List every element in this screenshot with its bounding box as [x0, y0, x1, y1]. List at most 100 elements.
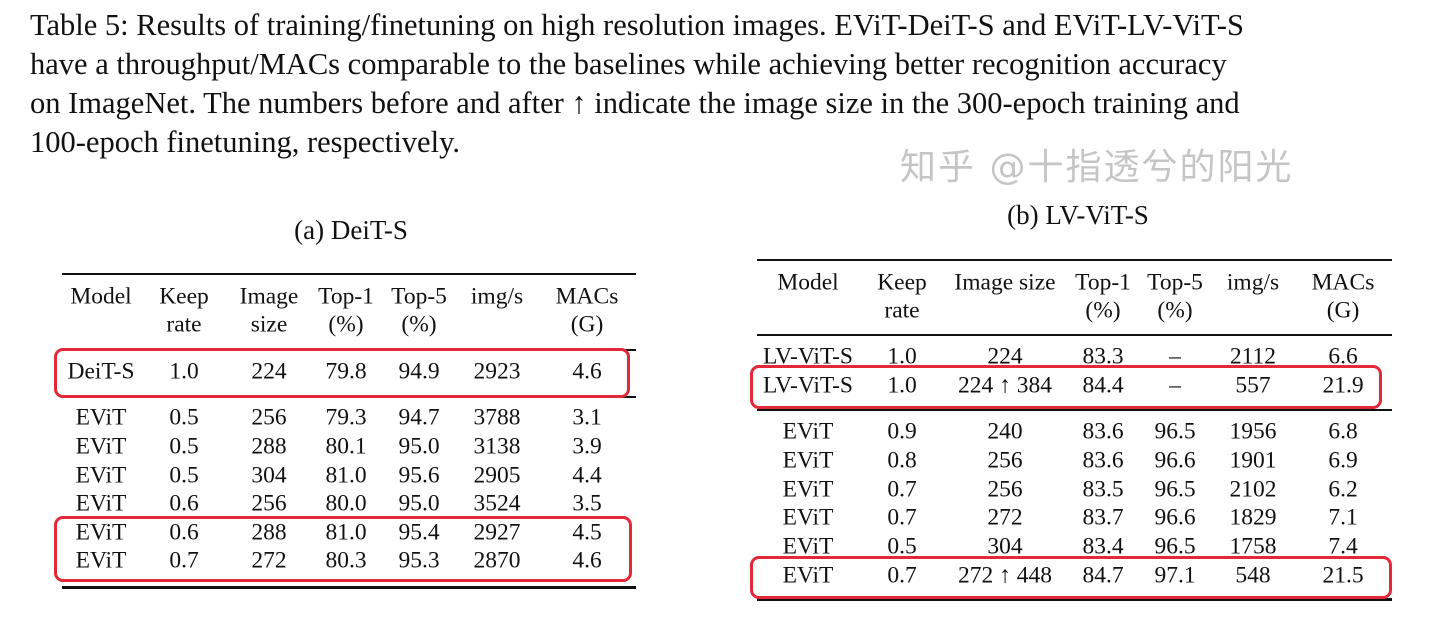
table-cell: 95.6: [398, 462, 440, 489]
table-cell: 548: [1235, 562, 1271, 589]
table-cell: 83.7: [1082, 504, 1124, 531]
column-header-sub: rate: [166, 311, 202, 338]
table-cell: 2923: [473, 358, 521, 385]
table-cell: 0.5: [169, 404, 199, 431]
column-header: Keep: [877, 269, 927, 296]
table-cell: EViT: [75, 547, 127, 574]
table-cell: 272: [987, 504, 1023, 531]
table-cell: 1901: [1229, 447, 1277, 474]
table-cell: 94.7: [398, 404, 440, 431]
column-header: Top-5: [1147, 269, 1203, 296]
table-cell: 0.5: [169, 433, 199, 460]
table-cell: 0.7: [887, 504, 917, 531]
table-cell: 2112: [1229, 343, 1277, 370]
column-header: Top-1: [1075, 269, 1131, 296]
subtable-title-deit: (a) DeiT-S: [294, 215, 408, 245]
table-cell: 224: [987, 343, 1023, 370]
table-cell: 80.0: [325, 490, 367, 517]
table-cell: 96.6: [1154, 504, 1196, 531]
column-header: Image size: [954, 269, 1056, 296]
table-cell: LV-ViT-S: [762, 372, 854, 399]
table-cell: EViT: [782, 562, 834, 589]
column-header: Top-1: [318, 283, 374, 310]
column-header-sub: size: [250, 311, 288, 338]
table-cell: 6.2: [1328, 476, 1358, 503]
table-cell: 3788: [473, 404, 521, 431]
table-cell: 7.1: [1328, 504, 1358, 531]
table-cell: 224 ↑ 384: [958, 372, 1052, 399]
table-cell: 83.6: [1082, 418, 1124, 445]
table-cell: 2102: [1229, 476, 1277, 503]
table-cell: 6.8: [1328, 418, 1358, 445]
table-cell: 272 ↑ 448: [958, 562, 1052, 589]
table-cell: –: [1169, 343, 1181, 370]
table-cell: 80.3: [325, 547, 367, 574]
table-cell: 0.6: [169, 490, 199, 517]
table-cell: 224: [251, 358, 287, 385]
table-cell: 3524: [473, 490, 521, 517]
table-cell: EViT: [75, 490, 127, 517]
table-cell: 80.1: [325, 433, 367, 460]
table-cell: 272: [251, 547, 287, 574]
table-cell: EViT: [782, 476, 834, 503]
table-cell: 304: [251, 462, 287, 489]
table-cell: 4.6: [572, 547, 602, 574]
highlight-box: [54, 516, 632, 582]
table-cell: 96.5: [1154, 476, 1196, 503]
column-header-sub: (%): [401, 311, 437, 338]
table-cell: 3138: [473, 433, 521, 460]
column-header-sub: (%): [1085, 297, 1121, 324]
column-header: img/s: [470, 283, 524, 310]
table-cell: 288: [251, 519, 287, 546]
table-cell: 0.5: [169, 462, 199, 489]
table-cell: 96.5: [1154, 418, 1196, 445]
table-cell: 84.4: [1082, 372, 1124, 399]
table-cell: 95.3: [398, 547, 440, 574]
table-cell: EViT: [782, 418, 834, 445]
table-cell: 557: [1235, 372, 1271, 399]
table-cell: 95.0: [398, 490, 440, 517]
caption-line: 100-epoch finetuning, respectively.: [30, 125, 460, 159]
column-header: Model: [70, 283, 132, 310]
caption-line: have a throughput/MACs comparable to the…: [30, 47, 1227, 81]
table-cell: 21.9: [1322, 372, 1364, 399]
table-cell: 3.5: [572, 490, 602, 517]
subtable-title-lvvit: (b) LV-ViT-S: [1007, 200, 1149, 230]
caption-line: on ImageNet. The numbers before and afte…: [30, 86, 1240, 120]
table-cell: 4.4: [572, 462, 602, 489]
table-cell: 81.0: [325, 462, 367, 489]
header-rule: [757, 334, 1392, 336]
caption-line: Table 5: Results of training/finetuning …: [30, 8, 1244, 42]
table-cell: EViT: [75, 519, 127, 546]
table-cell: 6.9: [1328, 447, 1358, 474]
table-cell: 81.0: [325, 519, 367, 546]
column-header-sub: (G): [570, 311, 604, 338]
table-cell: 83.6: [1082, 447, 1124, 474]
top-rule: [62, 273, 636, 275]
table-cell: 256: [251, 490, 287, 517]
table-cell: 4.6: [572, 358, 602, 385]
table-cell: EViT: [782, 504, 834, 531]
table-cell: –: [1169, 372, 1181, 399]
column-header: MACs: [1311, 269, 1375, 296]
table-cell: 0.8: [887, 447, 917, 474]
column-header-sub: (%): [328, 311, 364, 338]
table-cell: 256: [987, 447, 1023, 474]
table-cell: 0.7: [169, 547, 199, 574]
table-cell: EViT: [75, 462, 127, 489]
table-cell: 2927: [473, 519, 521, 546]
table-cell: EViT: [75, 404, 127, 431]
column-header: img/s: [1226, 269, 1280, 296]
table-cell: 83.4: [1082, 533, 1124, 560]
table-cell: 21.5: [1322, 562, 1364, 589]
table-cell: 6.6: [1328, 343, 1358, 370]
table-cell: 0.7: [887, 562, 917, 589]
table-cell: 84.7: [1082, 562, 1124, 589]
column-header: Model: [777, 269, 839, 296]
column-header: Top-5: [391, 283, 447, 310]
table-cell: 96.5: [1154, 533, 1196, 560]
table-cell: 79.8: [325, 358, 367, 385]
table-cell: 304: [987, 533, 1023, 560]
table-cell: 97.1: [1154, 562, 1196, 589]
table-cell: 95.4: [398, 519, 440, 546]
